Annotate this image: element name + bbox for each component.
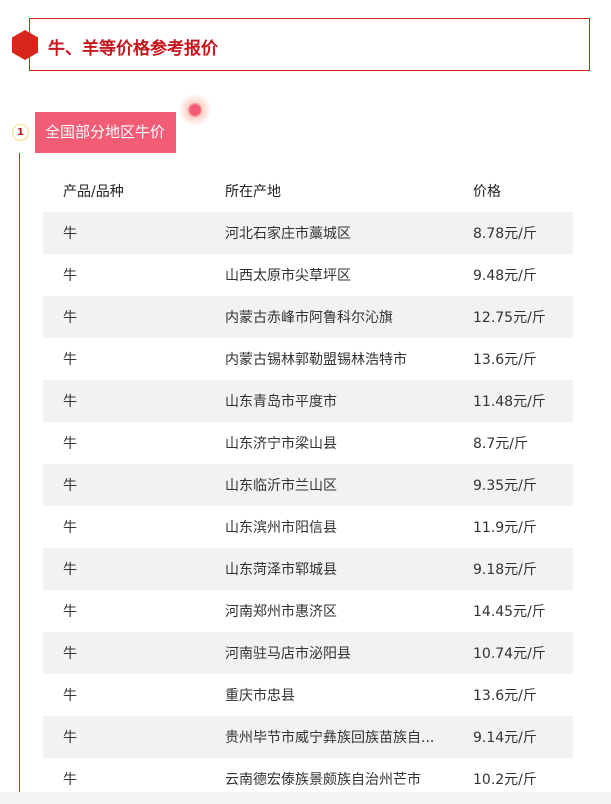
table-row: 牛 重庆市忠县 13.6元/斤 [43,674,573,716]
table-row: 牛 云南德宏傣族景颇族自治州芒市 10.2元/斤 [43,758,573,800]
table-row: 牛 山西太原市尖草坪区 9.48元/斤 [43,254,573,296]
table-row: 牛 河北石家庄市藁城区 8.78元/斤 [43,212,573,254]
cell-origin: 山西太原市尖草坪区 [225,268,351,284]
cell-origin: 河南驻马店市泌阳县 [225,646,351,662]
cell-product: 牛 [63,310,77,326]
cell-price: 10.2元/斤 [473,772,537,788]
cell-product: 牛 [63,604,77,620]
cell-origin: 内蒙古锡林郭勒盟锡林浩特市 [225,352,407,368]
cell-origin: 河南郑州市惠济区 [225,604,337,620]
cell-origin: 山东临沂市兰山区 [225,478,337,494]
cell-price: 14.45元/斤 [473,604,546,620]
cell-origin: 贵州毕节市威宁彝族回族苗族自... [225,730,435,746]
cell-product: 牛 [63,436,77,452]
table-row: 牛 贵州毕节市威宁彝族回族苗族自... 9.14元/斤 [43,716,573,758]
cell-price: 9.18元/斤 [473,562,537,578]
section-number: 1 [12,124,29,141]
cell-origin: 山东菏泽市郓城县 [225,562,337,578]
cell-product: 牛 [63,352,77,368]
cell-product: 牛 [63,226,77,242]
cell-price: 9.14元/斤 [473,730,537,746]
cell-origin: 山东青岛市平度市 [225,394,337,410]
table-row: 牛 山东济宁市梁山县 8.7元/斤 [43,422,573,464]
cell-price: 10.74元/斤 [473,646,546,662]
table-row: 牛 内蒙古赤峰市阿鲁科尔沁旗 12.75元/斤 [43,296,573,338]
cell-product: 牛 [63,520,77,536]
cell-product: 牛 [63,730,77,746]
cell-price: 11.48元/斤 [473,394,546,410]
price-table: 产品/品种 所在产地 价格 牛河北石家庄市藁城区 8.78元/斤牛山西太原市尖草坪… [43,170,573,800]
table-header: 产品/品种 所在产地 价格 [43,170,573,212]
table-row: 牛 河南驻马店市泌阳县 10.74元/斤 [43,632,573,674]
cell-product: 牛 [63,772,77,788]
cell-price: 12.75元/斤 [473,310,546,326]
table-row: 牛 山东青岛市平度市 11.48元/斤 [43,380,573,422]
column-header-origin: 所在产地 [225,184,281,200]
cell-origin: 云南德宏傣族景颇族自治州芒市 [225,772,421,788]
cell-origin: 山东滨州市阳信县 [225,520,337,536]
table-row: 牛 山东临沂市兰山区 9.35元/斤 [43,464,573,506]
table-row: 牛 山东滨州市阳信县 11.9元/斤 [43,506,573,548]
cell-product: 牛 [63,478,77,494]
cell-product: 牛 [63,394,77,410]
cell-price: 8.7元/斤 [473,436,528,452]
cell-origin: 河北石家庄市藁城区 [225,226,351,242]
cell-product: 牛 [63,688,77,704]
cell-product: 牛 [63,562,77,578]
table-row: 牛 河南郑州市惠济区 14.45元/斤 [43,590,573,632]
cell-origin: 重庆市忠县 [225,688,295,704]
cell-product: 牛 [63,268,77,284]
column-header-price: 价格 [473,184,501,200]
page-title: 牛、羊等价格参考报价 [48,39,218,59]
table-row: 牛 山东菏泽市郓城县 9.18元/斤 [43,548,573,590]
cell-origin: 内蒙古赤峰市阿鲁科尔沁旗 [225,310,393,326]
timeline-line [19,153,20,804]
cell-price: 9.48元/斤 [473,268,537,284]
firework-icon [177,92,213,128]
cell-price: 13.6元/斤 [473,688,537,704]
cell-price: 9.35元/斤 [473,478,537,494]
cell-price: 13.6元/斤 [473,352,537,368]
table-row: 牛 内蒙古锡林郭勒盟锡林浩特市 13.6元/斤 [43,338,573,380]
cell-price: 8.78元/斤 [473,226,537,242]
cell-origin: 山东济宁市梁山县 [225,436,337,452]
cell-price: 11.9元/斤 [473,520,537,536]
section-title: 全国部分地区牛价 [35,112,176,153]
scroll-edge [0,792,611,804]
column-header-product: 产品/品种 [63,184,124,200]
cell-product: 牛 [63,646,77,662]
